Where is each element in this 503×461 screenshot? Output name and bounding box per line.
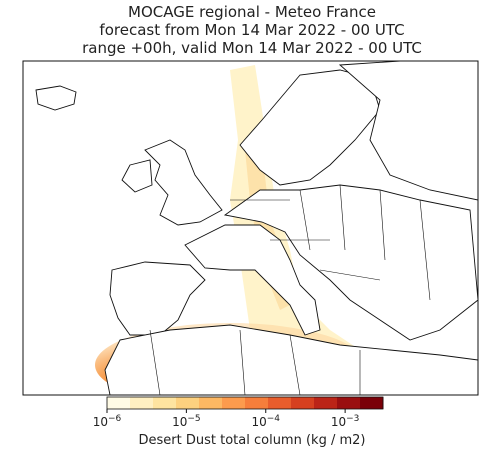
colorbar-tick-label: 10−4 (251, 414, 280, 429)
tick-base: 10 (93, 415, 108, 429)
colorbar-swatch (314, 397, 338, 409)
colorbar-swatch (222, 397, 246, 409)
title-line: MOCAGE regional - Meteo France (128, 3, 376, 21)
colorbar-swatch (268, 397, 292, 409)
title-line: range +00h, valid Mon 14 Mar 2022 - 00 U… (82, 39, 422, 57)
colorbar-swatch (107, 397, 131, 409)
map-frame (22, 60, 479, 396)
colorbar-tick-label: 10−3 (331, 414, 360, 429)
tick-exponent: −3 (346, 414, 359, 424)
tick-base: 10 (172, 415, 187, 429)
colorbar-swatch (337, 397, 361, 409)
tick-exponent: −4 (267, 414, 281, 424)
colorbar-swatch (130, 397, 154, 409)
colorbar-swatch (291, 397, 315, 409)
tick-exponent: −6 (108, 414, 122, 424)
colorbar-label: Desert Dust total column (kg / m2) (139, 433, 366, 448)
colorbar-tick-label: 10−5 (172, 414, 201, 429)
colorbar-swatch (199, 397, 223, 409)
colorbar: 10−6 10−5 10−4 10−3 (93, 396, 384, 429)
colorbar-frame (106, 396, 384, 410)
colorbar-tick-label: 10−6 (93, 414, 122, 429)
colorbar-swatch (245, 397, 269, 409)
colorbar-swatch (360, 397, 384, 409)
colorbar-swatch (153, 397, 177, 409)
map-area (23, 61, 478, 395)
tick-exponent: −5 (187, 414, 200, 424)
tick-base: 10 (331, 415, 346, 429)
title-line: forecast from Mon 14 Mar 2022 - 00 UTC (99, 21, 404, 39)
colorbar-swatch (176, 397, 200, 409)
tick-base: 10 (251, 415, 266, 429)
